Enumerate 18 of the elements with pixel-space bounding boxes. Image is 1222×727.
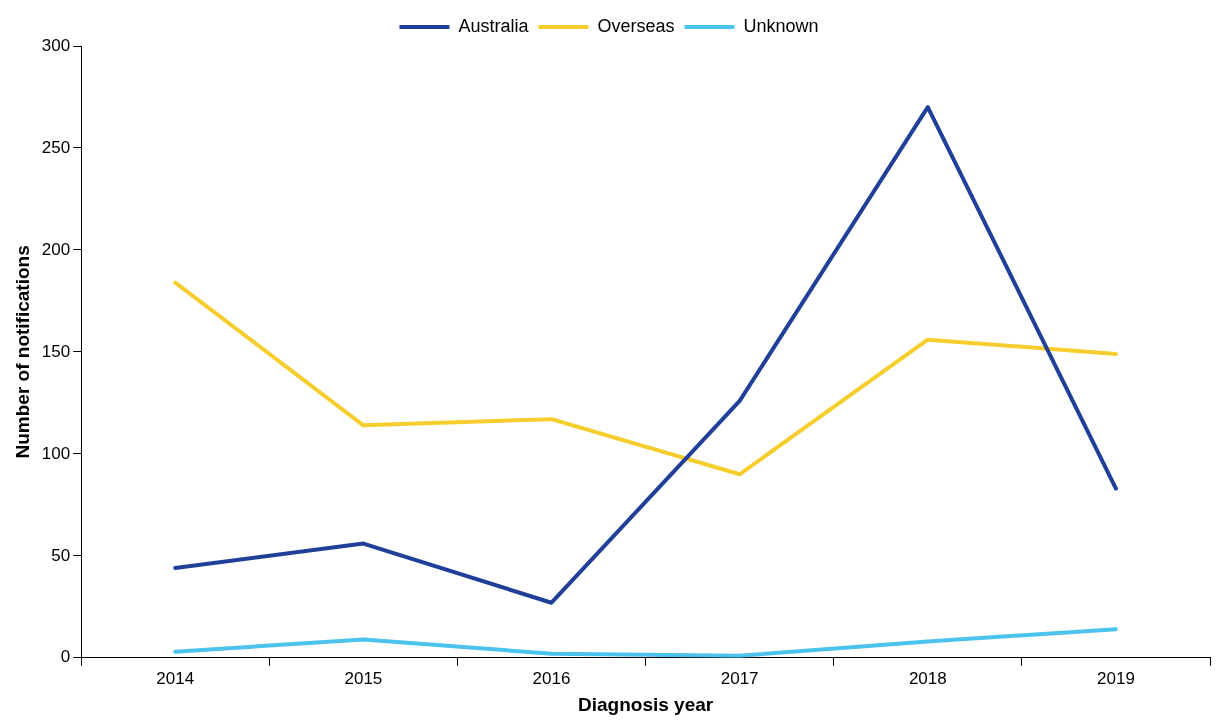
- x-tick-label: 2015: [344, 668, 383, 688]
- legend-label: Australia: [458, 15, 530, 36]
- x-axis-title: Diagnosis year: [578, 693, 714, 715]
- x-tick-label: 2014: [156, 668, 195, 688]
- x-tick-label: 2017: [720, 668, 759, 688]
- x-tick-label: 2016: [532, 668, 571, 688]
- x-tick-label: 2019: [1097, 668, 1135, 688]
- x-tick-label: 2018: [908, 668, 947, 688]
- y-tick-label: 0: [60, 647, 71, 667]
- y-tick-label: 150: [41, 341, 71, 361]
- legend-label: Overseas: [597, 15, 675, 36]
- y-tick-label: 200: [41, 239, 71, 259]
- y-axis-title: Number of notifications: [11, 245, 33, 459]
- legend-label: Unknown: [743, 15, 819, 36]
- y-tick-label: 50: [51, 545, 71, 565]
- y-tick-label: 250: [41, 137, 71, 157]
- y-tick-label: 100: [41, 443, 71, 463]
- y-tick-label: 300: [41, 35, 71, 55]
